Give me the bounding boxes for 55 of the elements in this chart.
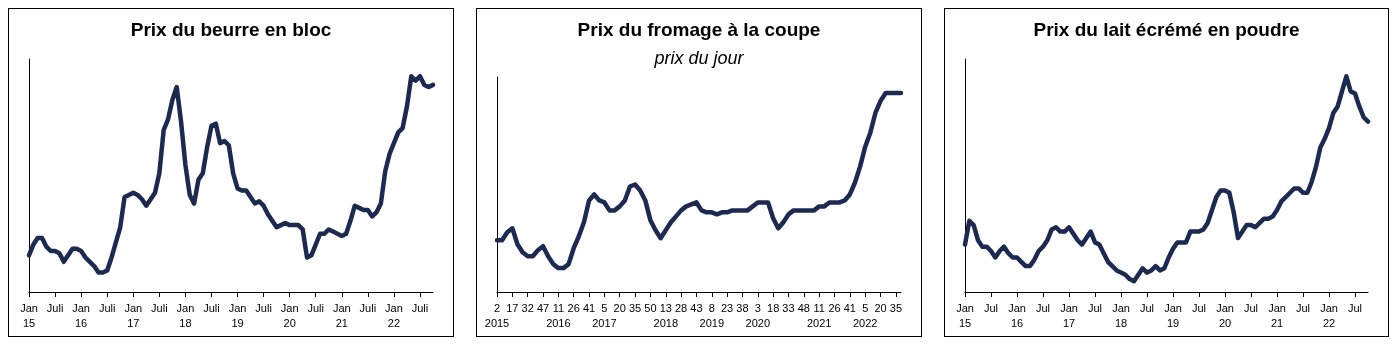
x-tick-label: Jan 20 xyxy=(1216,301,1234,329)
x-tick-label: Jan 18 xyxy=(176,301,195,329)
x-tick-label: Jan 19 xyxy=(228,301,247,329)
x-tick-label: Juli xyxy=(359,301,377,314)
x-tick-label: Jul xyxy=(1087,301,1103,314)
x-tick-label: 35 xyxy=(889,301,903,314)
x-tick-label: 38 xyxy=(736,301,749,314)
x-tick-label: Jan 15 xyxy=(956,301,974,329)
x-tick-label: Jul xyxy=(1347,301,1363,314)
x-tick-label: Jul xyxy=(1191,301,1207,314)
x-tick-label: Juli xyxy=(151,301,168,314)
x-tick-label: Juli xyxy=(255,301,272,314)
x-tick-label: 28 xyxy=(674,301,688,314)
x-tick-label: Jan 18 xyxy=(1112,301,1130,329)
x-tick-label: Jan 21 xyxy=(1268,301,1286,329)
x-tick-label: 48 xyxy=(797,301,810,314)
x-tick-label: Juli xyxy=(411,301,429,314)
x-tick-label: 17 xyxy=(506,301,519,314)
x-tick-label: Jan 17 xyxy=(1060,301,1078,329)
x-tick-label: Jan 19 xyxy=(1164,301,1182,329)
x-tick-label: 47 xyxy=(536,301,550,314)
x-tick-label: Jul xyxy=(983,301,999,314)
x-tick-label: 18 xyxy=(767,301,780,314)
chart-title: Prix du fromage à la coupe xyxy=(577,19,821,40)
chart-title: Prix du beurre en bloc xyxy=(130,19,332,40)
x-tick-label: Jul xyxy=(1243,301,1259,314)
x-tick-label: Jul xyxy=(1139,301,1155,314)
x-tick-label: 41 xyxy=(843,301,856,314)
x-tick-label: Juli xyxy=(307,301,324,314)
x-tick-label: Juli xyxy=(98,301,116,314)
x-tick-label: Jan 22 xyxy=(1320,301,1338,329)
x-tick-label: Juli xyxy=(203,301,220,314)
chart-subtitle: prix du jour xyxy=(653,48,745,68)
x-tick-label: 35 xyxy=(628,301,642,314)
x-tick-label: 20 xyxy=(874,301,887,314)
x-tick-label: Jul xyxy=(1035,301,1051,314)
chart-title: Prix du lait écrémé en poudre xyxy=(1033,19,1300,40)
x-tick-label: 50 xyxy=(644,301,657,314)
x-tick-label: 26 xyxy=(828,301,841,314)
x-tick-label: 26 xyxy=(567,301,580,314)
x-tick-label: Juli xyxy=(46,301,64,314)
x-tick-label: Jul xyxy=(1295,301,1311,314)
x-tick-label: Jan 22 xyxy=(385,301,403,329)
x-tick-label: 20 xyxy=(613,301,626,314)
x-tick-label: 43 xyxy=(690,301,703,314)
x-tick-label: 33 xyxy=(782,301,795,314)
x-tick-label: Jan 20 xyxy=(280,301,299,329)
x-tick-label: Jan 15 xyxy=(20,301,38,329)
x-tick-label: 32 xyxy=(521,301,534,314)
x-tick-label: 23 xyxy=(721,301,734,314)
x-tick-label: Jan 17 xyxy=(124,301,143,329)
x-tick-label: Jan 16 xyxy=(1008,301,1026,329)
x-tick-label: Jan 21 xyxy=(332,301,351,329)
x-tick-label: Jan 16 xyxy=(72,301,90,329)
x-tick-label: 41 xyxy=(582,301,596,314)
